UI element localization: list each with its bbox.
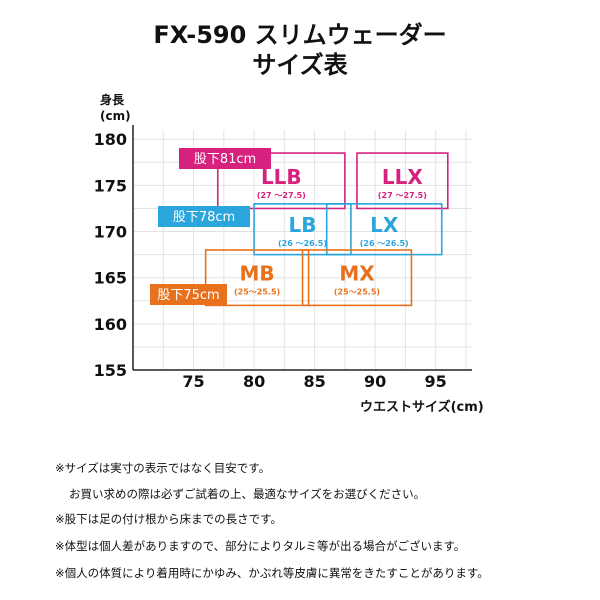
inseam-tag-label: 股下81cm xyxy=(194,152,256,167)
size-name-label: MB xyxy=(240,262,275,286)
y-tick-label: 165 xyxy=(94,269,127,288)
chart-title: FX-590 スリムウェーダー xyxy=(153,21,447,49)
size-range-label: (26 ～26.5) xyxy=(360,239,409,248)
note-item: ※股下は足の付け根から床までの長さです。 xyxy=(55,512,282,526)
size-box xyxy=(325,203,443,256)
inseam-tag-label: 股下75cm xyxy=(157,288,219,303)
size-box xyxy=(216,152,346,210)
note-item: ※サイズは実寸の表示ではなく目安です。 xyxy=(55,461,271,475)
size-box xyxy=(301,249,413,307)
inseam-tag xyxy=(150,284,227,305)
size-range-label: (25～25.5) xyxy=(334,288,380,297)
x-tick-label: 95 xyxy=(425,372,447,391)
chart-subtitle: サイズ表 xyxy=(252,51,348,79)
y-axis-unit: (cm) xyxy=(100,109,131,123)
y-tick-label: 175 xyxy=(94,176,127,195)
size-range-label: (25～25.5) xyxy=(234,288,280,297)
x-tick-label: 85 xyxy=(303,372,325,391)
size-range-label: (26 ～26.5) xyxy=(278,239,327,248)
y-axis-title: 身長 xyxy=(100,93,125,107)
size-range-label: (27 ～27.5) xyxy=(378,191,427,200)
note-item: ※個人の体質により着用時にかゆみ、かぶれ等皮膚に異常をきたすことがあります。 xyxy=(55,566,489,580)
size-name-label: LB xyxy=(289,213,317,237)
y-tick-label: 180 xyxy=(94,130,127,149)
x-tick-label: 90 xyxy=(364,372,386,391)
note-item: ※体型は個人差がありますので、部分によりタルミ等が出る場合がございます。 xyxy=(55,539,466,553)
size-name-label: MX xyxy=(339,262,375,286)
y-tick-label: 170 xyxy=(94,223,127,242)
size-range-label: (27 ～27.5) xyxy=(257,191,306,200)
x-tick-label: 75 xyxy=(182,372,204,391)
size-name-label: LX xyxy=(370,213,399,237)
y-tick-label: 155 xyxy=(94,361,127,380)
size-box xyxy=(204,249,310,307)
size-box xyxy=(356,152,449,210)
size-name-label: LLX xyxy=(382,165,423,189)
y-axis-label: 身長 (cm) xyxy=(100,92,131,124)
x-tick-label: 80 xyxy=(243,372,265,391)
note-item: お買い求めの際は必ずご試着の上、最適なサイズをお選びください。 xyxy=(69,487,426,501)
x-axis-label: ウエストサイズ(cm) xyxy=(360,400,484,415)
inseam-tag-label: 股下78cm xyxy=(173,210,235,225)
inseam-tag xyxy=(158,206,250,227)
inseam-tag xyxy=(179,148,271,169)
y-tick-label: 160 xyxy=(94,315,127,334)
